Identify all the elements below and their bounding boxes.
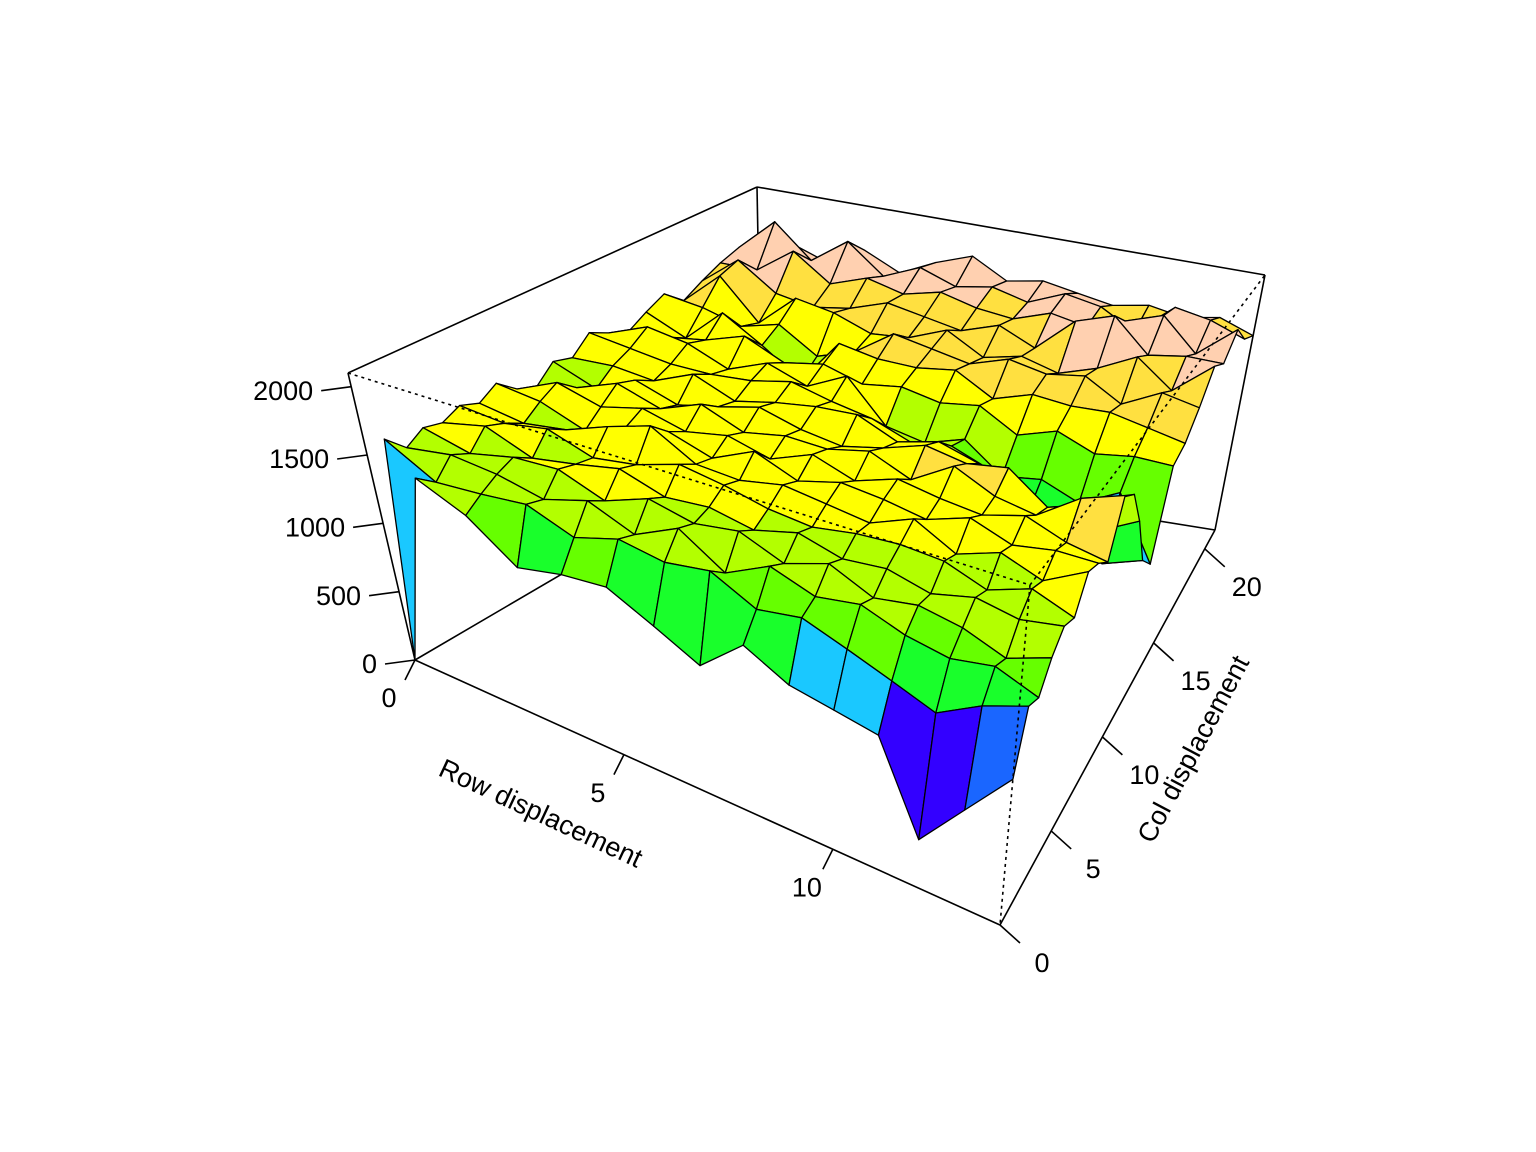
tick-label: 500 [316, 581, 361, 611]
box-edge [347, 372, 1031, 586]
surface [383, 221, 1254, 841]
box-edge [999, 529, 1216, 926]
tick-label: 5 [1086, 854, 1101, 884]
box-edge [414, 659, 1001, 926]
box-edge [999, 584, 1031, 926]
tick-mark [321, 385, 352, 392]
tick-mark [999, 924, 1021, 944]
tick-mark [368, 590, 400, 597]
tick-mark [822, 848, 834, 870]
box-edge [1214, 274, 1266, 531]
box-front: 0 5 10 0 5 10 15 20 0 500 1000 1500 2000 [253, 186, 1266, 978]
tick-label: 2000 [253, 376, 313, 406]
tick-label: 10 [1129, 760, 1159, 790]
tick-mark [404, 659, 416, 681]
tick-label: 5 [590, 778, 605, 808]
tick-label: 15 [1181, 666, 1211, 696]
box-edge [347, 186, 758, 374]
tick-mark [1050, 830, 1072, 850]
tick-label: 0 [1034, 948, 1049, 978]
tick-mark [384, 659, 416, 665]
tick-label: 0 [381, 683, 396, 713]
tick-mark [1153, 642, 1175, 662]
tick-mark [337, 454, 368, 460]
box-edge [347, 372, 416, 661]
box-edge [756, 186, 1266, 276]
tick-label: 0 [362, 649, 377, 679]
tick-mark [1204, 548, 1226, 568]
box-edge [1029, 274, 1266, 586]
surface-facet [964, 705, 1030, 811]
tick-label: 1000 [285, 512, 345, 542]
tick-label: 1500 [269, 444, 329, 474]
tick-label: 10 [792, 872, 822, 902]
surface-facet [465, 493, 527, 569]
tick-mark [613, 754, 625, 776]
tick-mark [352, 522, 384, 529]
tick-mark [1101, 736, 1123, 756]
tick-label: 20 [1232, 572, 1262, 602]
